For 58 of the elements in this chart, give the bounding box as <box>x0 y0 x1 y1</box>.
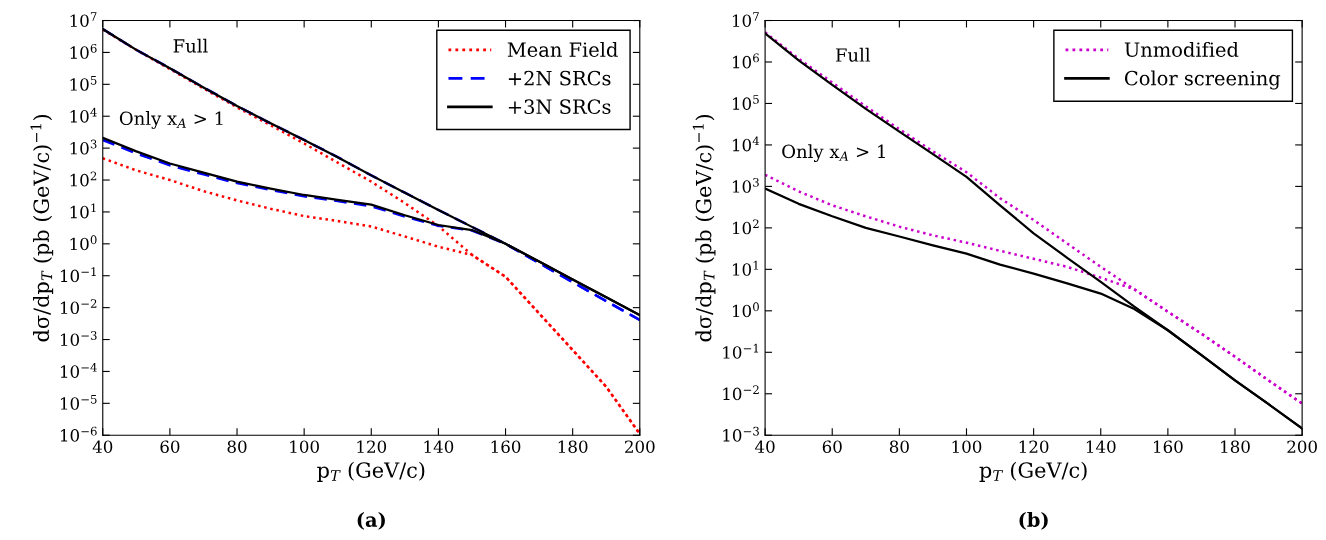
legend-label: +2N SRCs <box>508 70 611 86</box>
annotation: Full <box>173 38 208 53</box>
y-tick-label: 10$^{4}$ <box>732 136 760 152</box>
y-tick-label: 10$^{5}$ <box>732 95 759 110</box>
y-tick-label: 10$^{2}$ <box>70 171 97 187</box>
y-tick-label: 10$^{6}$ <box>70 43 97 59</box>
x-tick-label: 40 <box>92 440 113 453</box>
x-axis-title: p$_{T}$ (GeV/c) <box>979 461 1087 482</box>
y-tick-label: 10$^{7}$ <box>732 12 759 27</box>
y-tick-label: 10$^{1}$ <box>70 203 96 219</box>
y-tick-label: 10$^{1}$ <box>732 260 759 276</box>
x-tick-label: 160 <box>491 440 521 453</box>
x-tick-label: 60 <box>822 440 842 453</box>
y-tick-label: 10$^{−2}$ <box>60 299 97 315</box>
y-axis-title: dσ/dp$_{T}$ (pb (GeV/c)$^{−1}$) <box>692 115 716 342</box>
y-tick-label: 10$^{−3}$ <box>60 331 97 346</box>
y-tick-label: 10$^{6}$ <box>732 53 759 69</box>
legend-label: Unmodified <box>1124 41 1239 57</box>
x-tick-label: 140 <box>1086 440 1116 453</box>
annotation: Full <box>835 47 871 62</box>
legend-label: Mean Field <box>507 41 618 57</box>
y-tick-label: 10$^{−5}$ <box>60 395 97 410</box>
x-tick-label: 60 <box>160 440 180 453</box>
y-tick-label: 10$^{0}$ <box>70 235 97 251</box>
y-tick-label: 10$^{−1}$ <box>60 267 96 283</box>
y-tick-label: 10$^{0}$ <box>732 302 759 318</box>
y-tick-label: 10$^{−6}$ <box>60 426 97 442</box>
legend-label: +3N SRCs <box>508 99 611 115</box>
y-tick-label: 10$^{4}$ <box>70 107 97 123</box>
x-tick-label: 120 <box>1019 440 1049 453</box>
y-axis-title: dσ/dp$_{T}$ (pb (GeV/c)$^{−1}$) <box>30 115 54 342</box>
y-tick-label: 10$^{3}$ <box>70 139 97 155</box>
y-tick-label: 10$^{2}$ <box>732 219 759 235</box>
annotation: Only x$_{A}$ > 1 <box>119 111 223 129</box>
x-tick-label: 100 <box>952 440 982 453</box>
y-tick-label: 10$^{3}$ <box>732 177 759 193</box>
x-tick-label: 120 <box>357 440 387 453</box>
y-tick-label: 10$^{−1}$ <box>723 343 759 359</box>
text: (b) <box>1019 511 1048 530</box>
y-tick-label: 10$^{5}$ <box>70 75 97 91</box>
y-tick-label: 10$^{−3}$ <box>723 426 759 442</box>
x-tick-label: 40 <box>755 440 775 453</box>
x-tick-label: 80 <box>227 440 247 453</box>
x-axis-title: p$_{T}$ (GeV/c) <box>317 461 425 482</box>
annotation: Only x$_{A}$ > 1 <box>782 144 885 163</box>
x-tick-label: 140 <box>424 440 454 453</box>
y-tick-label: 10$^{−4}$ <box>60 362 97 378</box>
x-tick-label: 200 <box>1287 440 1317 453</box>
x-tick-label: 100 <box>290 440 319 453</box>
y-tick-label: 10$^{−2}$ <box>723 385 759 401</box>
legend-label: Color screening <box>1124 70 1281 90</box>
x-tick-label: 160 <box>1154 440 1183 453</box>
x-tick-label: 180 <box>558 440 588 453</box>
x-tick-label: 200 <box>625 440 655 453</box>
x-tick-label: 80 <box>889 440 909 453</box>
x-tick-label: 180 <box>1221 440 1250 453</box>
text: (a) <box>357 511 385 530</box>
y-tick-label: 10$^{7}$ <box>70 12 97 27</box>
